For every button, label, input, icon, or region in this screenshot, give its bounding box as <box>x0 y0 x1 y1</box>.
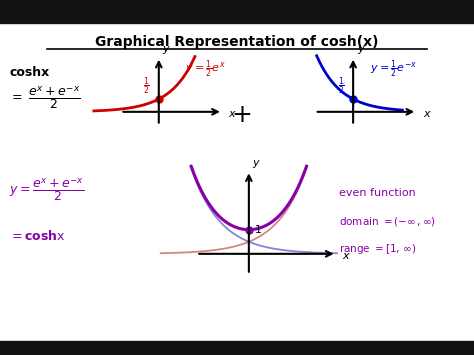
Text: $\frac{1}{2}$: $\frac{1}{2}$ <box>338 76 345 97</box>
Text: x: x <box>423 109 429 119</box>
Bar <box>0 341 474 355</box>
Text: range $= [1,\,\infty)$: range $= [1,\,\infty)$ <box>339 241 417 256</box>
Text: $\frac{1}{2}$: $\frac{1}{2}$ <box>144 76 150 97</box>
Text: $=\ \dfrac{e^x+e^{-x}}{2}$: $=\ \dfrac{e^x+e^{-x}}{2}$ <box>9 84 81 111</box>
Text: $+$: $+$ <box>231 103 251 127</box>
Text: domain $= (-\infty\,,\infty)$: domain $= (-\infty\,,\infty)$ <box>339 215 436 228</box>
Text: coshx: coshx <box>9 66 50 79</box>
Text: $y{=}\frac{1}{2}e^{-x}$: $y{=}\frac{1}{2}e^{-x}$ <box>370 58 417 80</box>
Text: $y{=}\frac{1}{2}e^x$: $y{=}\frac{1}{2}e^x$ <box>185 58 226 80</box>
Bar <box>0 0 474 23</box>
Text: $y = \dfrac{e^x+e^{-x}}{2}$: $y = \dfrac{e^x+e^{-x}}{2}$ <box>9 176 85 203</box>
Text: 1: 1 <box>255 225 262 235</box>
Text: y: y <box>357 44 364 54</box>
Text: y: y <box>163 44 169 54</box>
Text: x: x <box>342 251 349 261</box>
Text: Graphical Representation of cosh(x): Graphical Representation of cosh(x) <box>95 34 379 49</box>
Text: x: x <box>228 109 235 119</box>
Text: even function: even function <box>339 189 416 198</box>
Text: $= \mathbf{cosh}$x: $= \mathbf{cosh}$x <box>9 229 66 243</box>
Text: y: y <box>253 158 259 168</box>
